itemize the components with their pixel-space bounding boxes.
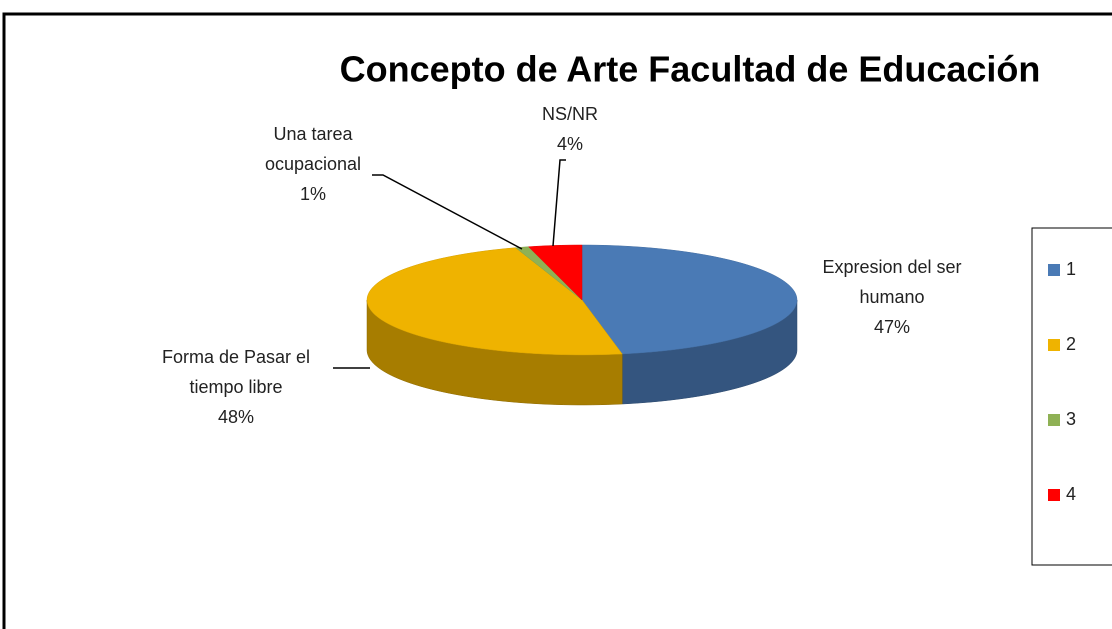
category-label: Expresion del ser humano — [822, 257, 961, 307]
legend-swatch — [1048, 339, 1060, 351]
pie-slice — [366, 247, 623, 356]
legend-label: 4 — [1066, 484, 1076, 504]
pie-slice — [527, 244, 583, 301]
legend-box — [1031, 227, 1112, 566]
value-label: 48% — [218, 407, 254, 427]
legend-swatch — [1048, 489, 1060, 501]
pie-slice — [581, 244, 798, 355]
value-label: 4% — [557, 134, 583, 154]
legend-swatch — [1048, 414, 1060, 426]
value-label: 47% — [874, 317, 910, 337]
category-label: Una tarea ocupacional — [265, 124, 361, 174]
legend-swatch — [1048, 264, 1060, 276]
legend-label: 1 — [1066, 259, 1076, 279]
leader-line — [372, 174, 523, 250]
category-label: NS/NR — [542, 104, 598, 124]
chart-title: Concepto de Arte Facultad de Educación — [340, 49, 1041, 90]
value-label: 1% — [300, 184, 326, 204]
legend-label: 3 — [1066, 409, 1076, 429]
category-label: Forma de Pasar el tiempo libre — [162, 347, 310, 397]
leader-line — [552, 159, 566, 247]
legend-label: 2 — [1066, 334, 1076, 354]
data-labels: Expresion del ser humano 47% Forma de Pasar… — [162, 104, 962, 427]
pie-tops — [366, 244, 798, 356]
